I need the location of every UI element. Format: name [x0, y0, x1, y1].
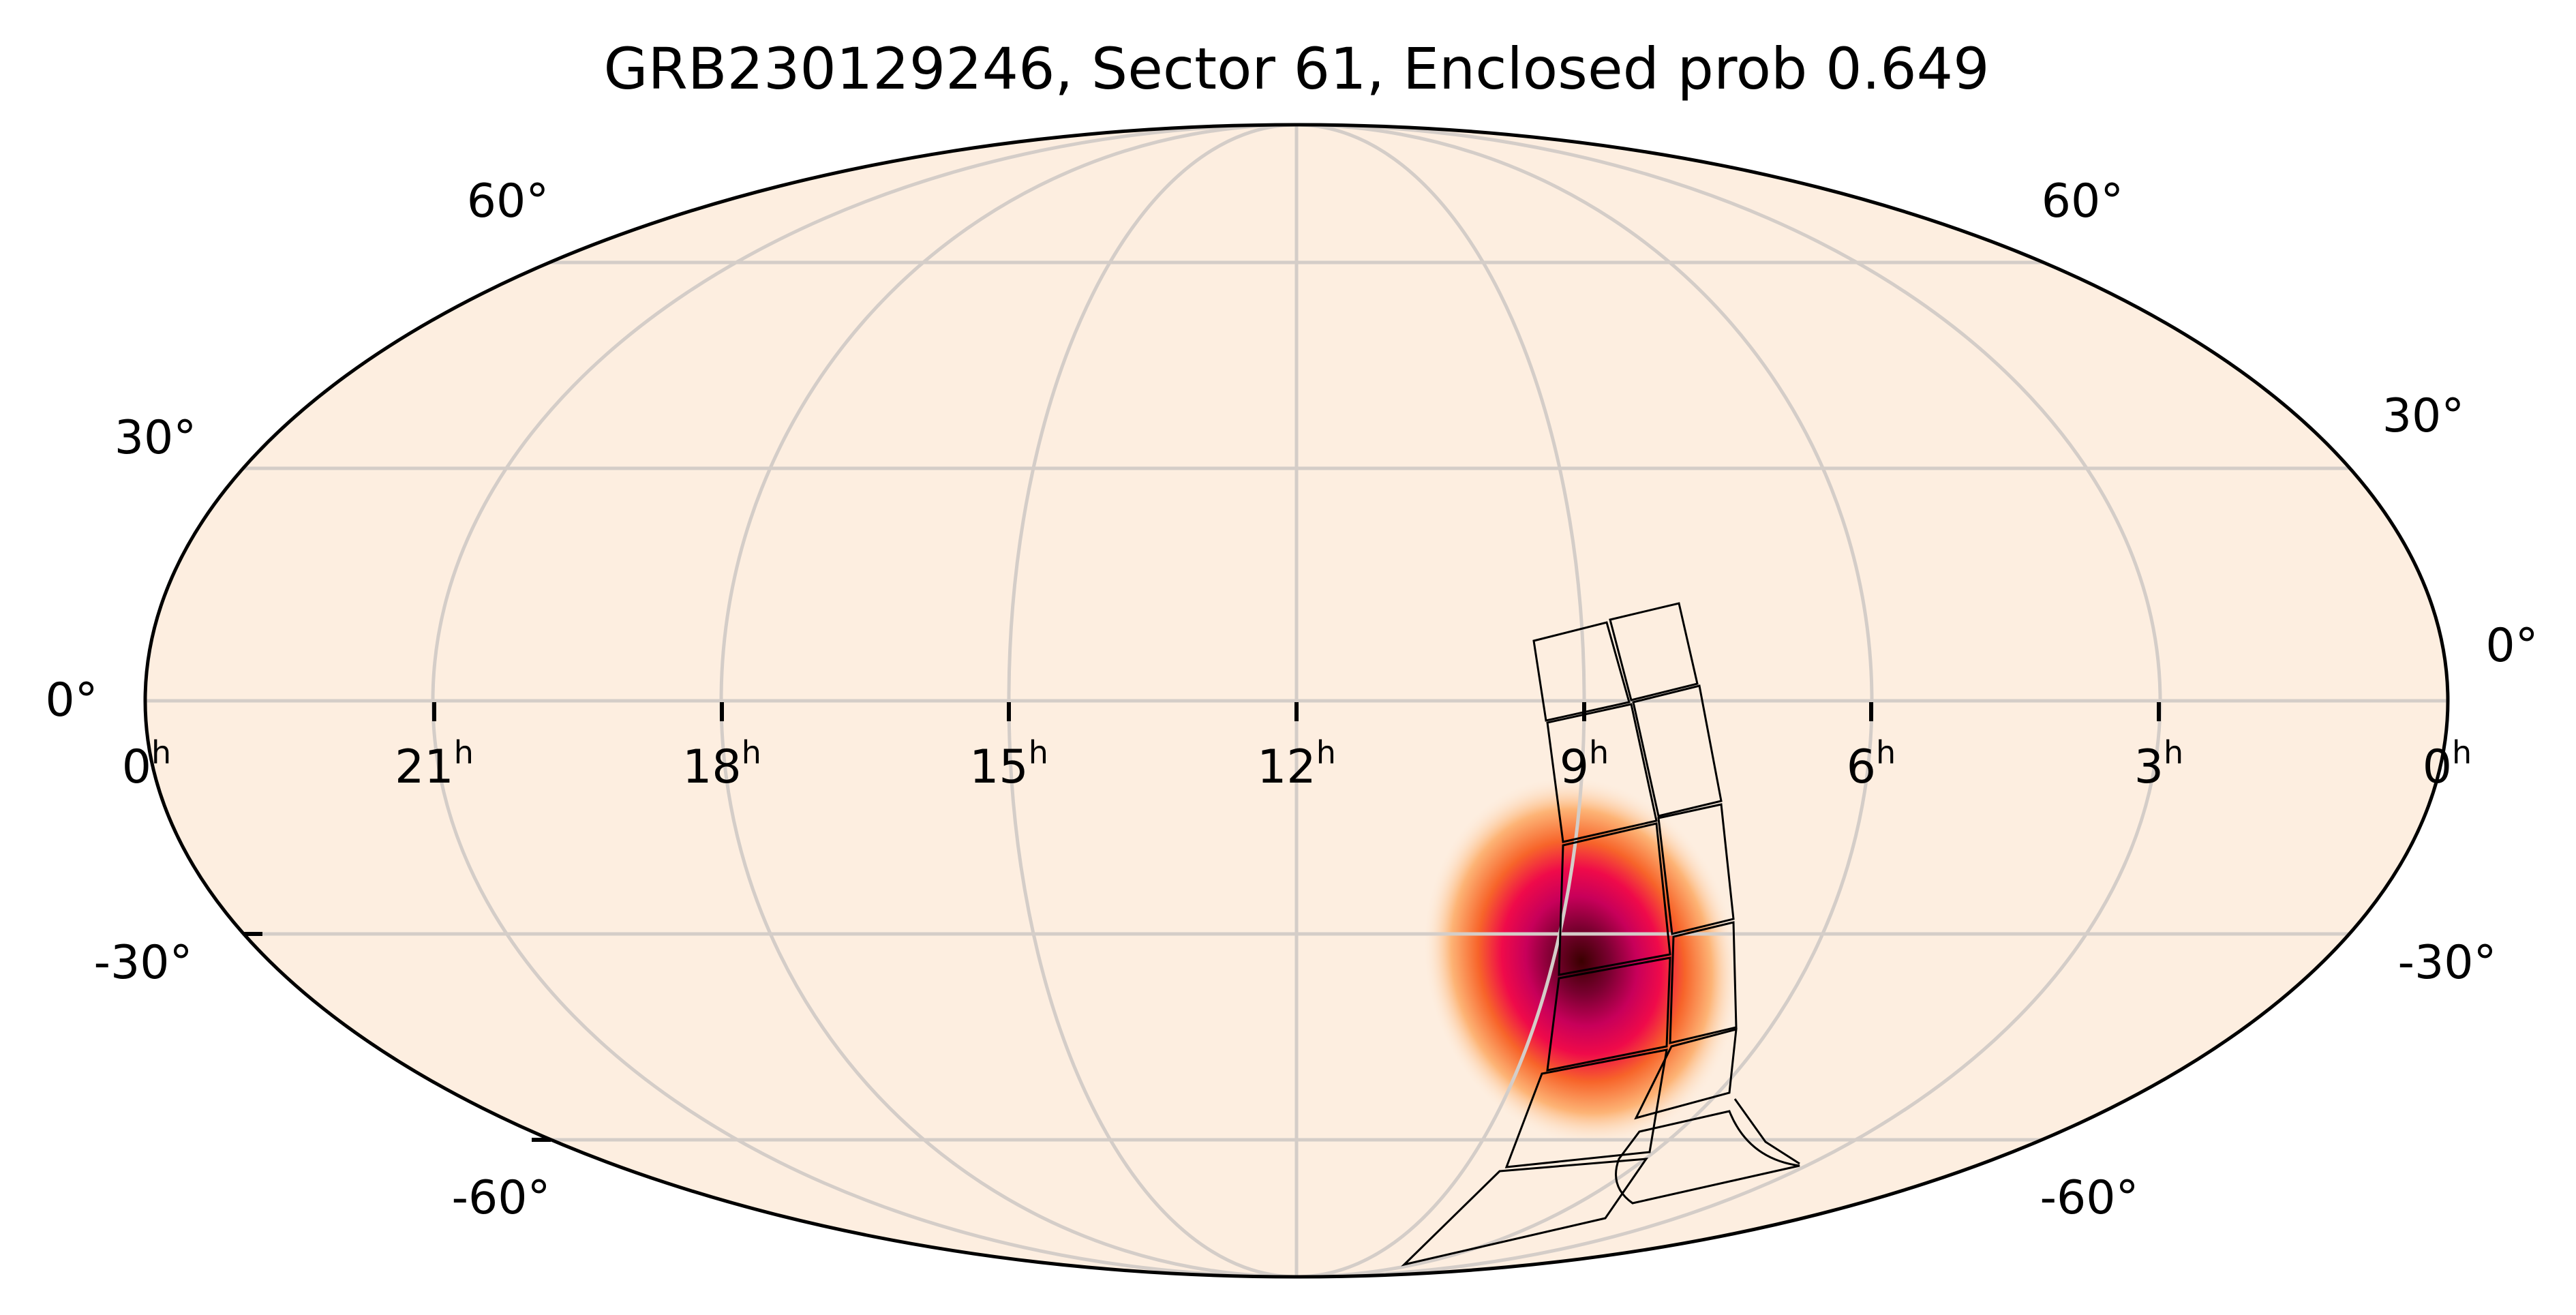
ra-label: 9h: [1560, 734, 1609, 794]
ra-tick-marks: [243, 702, 2161, 1142]
dec-label: 0°: [2485, 619, 2538, 673]
ra-label: 3h: [2134, 734, 2183, 794]
dec-label: 60°: [467, 175, 549, 228]
ra-label: 12h: [1257, 734, 1336, 794]
ra-label: 0h: [122, 734, 171, 794]
sector-footprint: [1401, 602, 1800, 1267]
ra-label: 15h: [969, 734, 1048, 794]
sky-outline: [143, 123, 2450, 1279]
dec-label: -60°: [2040, 1171, 2138, 1225]
chart-title: GRB230129246, Sector 61, Enclosed prob 0…: [603, 35, 1989, 102]
dec-label: -60°: [451, 1171, 550, 1225]
ra-label: 6h: [1847, 734, 1896, 794]
dec-label: -30°: [2397, 936, 2496, 990]
dec-label: 60°: [2042, 175, 2124, 228]
dec-label: 0°: [45, 674, 97, 727]
dec-axis-labels-left: 60° 30° 0° -30° -60°: [45, 175, 550, 1225]
ra-label: 0h: [2423, 734, 2472, 794]
dec-axis-labels-right: 60° 30° 0° -30° -60°: [2040, 175, 2538, 1225]
dec-label: 30°: [115, 411, 197, 465]
dec-label: 30°: [2382, 389, 2465, 443]
ra-label: 21h: [395, 734, 474, 794]
ra-label: 18h: [682, 734, 761, 794]
graticule-meridians: [431, 125, 2162, 1277]
ra-axis-labels: 0h 21h 18h 15h 12h 9h 6h 3h 0h: [122, 734, 2472, 794]
dec-label: -30°: [93, 936, 192, 990]
